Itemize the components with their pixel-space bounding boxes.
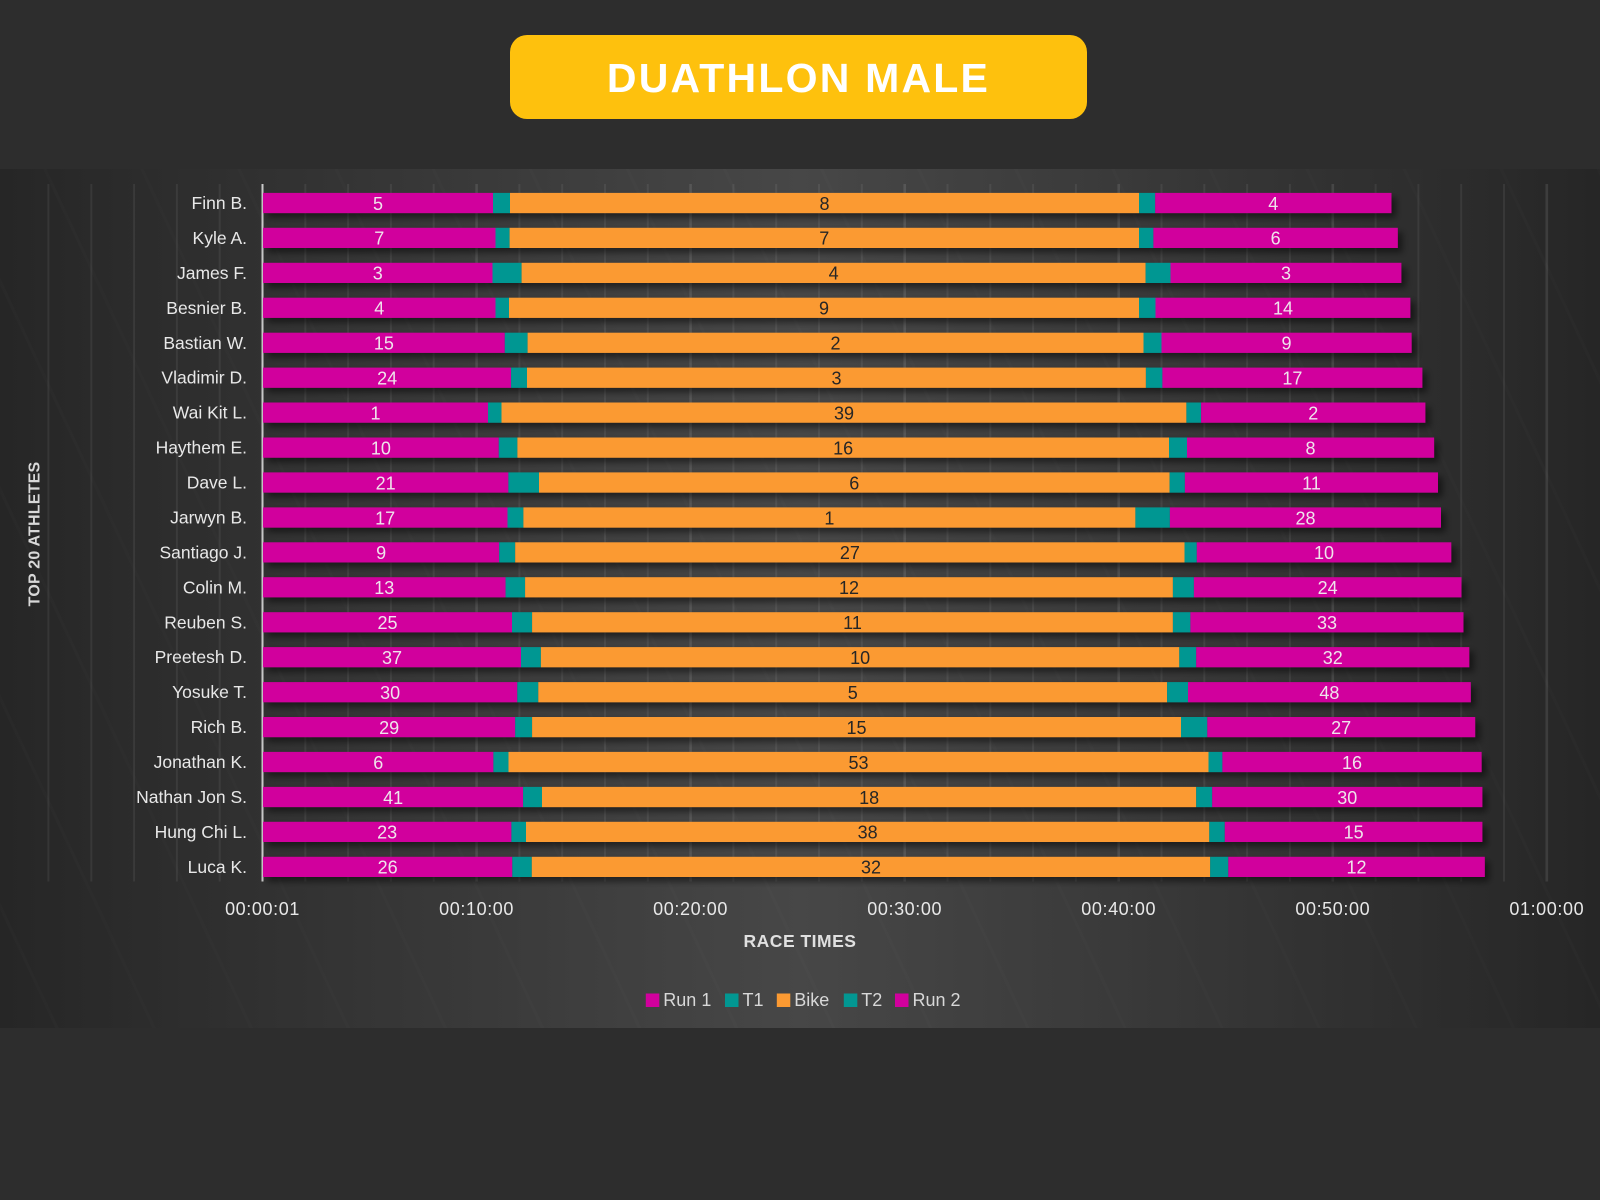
svg-text:16: 16 [833,438,853,458]
svg-text:4: 4 [1268,194,1278,214]
svg-text:1: 1 [824,508,834,528]
svg-text:James F.: James F. [177,263,247,283]
svg-text:12: 12 [1346,858,1366,878]
svg-text:27: 27 [840,543,860,563]
svg-text:Kyle A.: Kyle A. [193,228,247,248]
svg-text:RACE TIMES: RACE TIMES [744,931,857,951]
svg-text:Finn B.: Finn B. [192,193,247,213]
svg-text:24: 24 [1318,578,1338,598]
svg-text:00:20:00: 00:20:00 [653,899,728,919]
svg-text:11: 11 [1302,473,1321,493]
svg-text:Vladimir D.: Vladimir D. [161,368,247,388]
svg-text:01:00:00: 01:00:00 [1509,899,1584,919]
svg-text:9: 9 [819,299,829,319]
svg-text:24: 24 [377,369,397,389]
svg-text:00:30:00: 00:30:00 [867,899,942,919]
svg-text:00:10:00: 00:10:00 [439,899,514,919]
svg-text:38: 38 [858,823,878,843]
svg-text:32: 32 [861,858,881,878]
svg-text:12: 12 [839,578,859,598]
svg-text:30: 30 [380,683,400,703]
svg-text:5: 5 [373,194,383,214]
svg-text:Preetesh D.: Preetesh D. [155,647,247,667]
svg-text:53: 53 [848,753,868,773]
svg-text:17: 17 [375,508,395,528]
svg-text:33: 33 [1317,613,1337,633]
svg-text:17: 17 [1282,369,1302,389]
svg-text:5: 5 [848,683,858,703]
svg-text:2: 2 [830,334,840,354]
svg-text:Reuben S.: Reuben S. [164,612,247,632]
svg-text:29: 29 [379,718,399,738]
svg-text:Bike: Bike [794,990,829,1010]
svg-text:9: 9 [1281,334,1291,354]
svg-text:16: 16 [1342,753,1362,773]
svg-text:TOP 20 ATHLETES: TOP 20 ATHLETES [27,462,44,607]
svg-text:Nathan Jon S.: Nathan Jon S. [136,787,247,807]
svg-text:Santiago J.: Santiago J. [159,542,247,562]
svg-text:6: 6 [849,473,859,493]
svg-text:Wai Kit L.: Wai Kit L. [173,403,247,423]
svg-text:26: 26 [378,858,398,878]
svg-text:6: 6 [1271,229,1281,249]
svg-text:10: 10 [1314,543,1334,563]
svg-text:T2: T2 [861,990,882,1010]
svg-text:Colin M.: Colin M. [183,577,247,597]
svg-text:Bastian W.: Bastian W. [163,333,247,353]
svg-text:Run 2: Run 2 [913,990,961,1010]
svg-text:Jonathan K.: Jonathan K. [154,752,247,772]
svg-text:Haythem E.: Haythem E. [156,438,247,458]
svg-text:00:50:00: 00:50:00 [1295,899,1370,919]
svg-text:6: 6 [373,753,383,773]
svg-text:8: 8 [819,194,829,214]
svg-text:13: 13 [374,578,394,598]
svg-text:Jarwyn B.: Jarwyn B. [170,508,247,528]
svg-text:30: 30 [1337,788,1357,808]
svg-text:Run 1: Run 1 [663,990,711,1010]
svg-text:11: 11 [843,613,862,633]
svg-text:21: 21 [376,473,396,493]
svg-text:4: 4 [374,299,384,319]
svg-text:3: 3 [1281,264,1291,284]
svg-text:15: 15 [1344,823,1364,843]
svg-text:4: 4 [829,264,839,284]
svg-text:25: 25 [377,613,397,633]
svg-text:3: 3 [373,264,383,284]
svg-text:1: 1 [370,403,380,423]
svg-text:18: 18 [859,788,879,808]
svg-text:T1: T1 [743,990,764,1010]
svg-text:27: 27 [1331,718,1351,738]
svg-text:00:00:01: 00:00:01 [225,899,300,919]
svg-text:32: 32 [1323,648,1343,668]
svg-text:39: 39 [834,403,854,423]
svg-text:9: 9 [376,543,386,563]
svg-text:7: 7 [374,229,384,249]
svg-text:Besnier B.: Besnier B. [166,298,247,318]
svg-text:15: 15 [846,718,866,738]
svg-text:23: 23 [377,823,397,843]
svg-text:10: 10 [850,648,870,668]
svg-text:8: 8 [1305,438,1315,458]
svg-text:15: 15 [374,334,394,354]
svg-text:Yosuke T.: Yosuke T. [172,682,247,702]
svg-text:Dave L.: Dave L. [187,473,247,493]
svg-text:Rich B.: Rich B. [191,717,247,737]
svg-text:14: 14 [1273,299,1293,319]
svg-text:Hung Chi L.: Hung Chi L. [155,822,247,842]
svg-text:28: 28 [1295,508,1315,528]
svg-text:00:40:00: 00:40:00 [1081,899,1156,919]
svg-text:Luca K.: Luca K. [188,857,247,877]
svg-text:7: 7 [819,229,829,249]
svg-text:41: 41 [383,788,403,808]
svg-text:2: 2 [1308,403,1318,423]
svg-text:10: 10 [371,438,391,458]
svg-text:37: 37 [382,648,402,668]
svg-text:48: 48 [1319,683,1339,703]
svg-text:3: 3 [831,369,841,389]
